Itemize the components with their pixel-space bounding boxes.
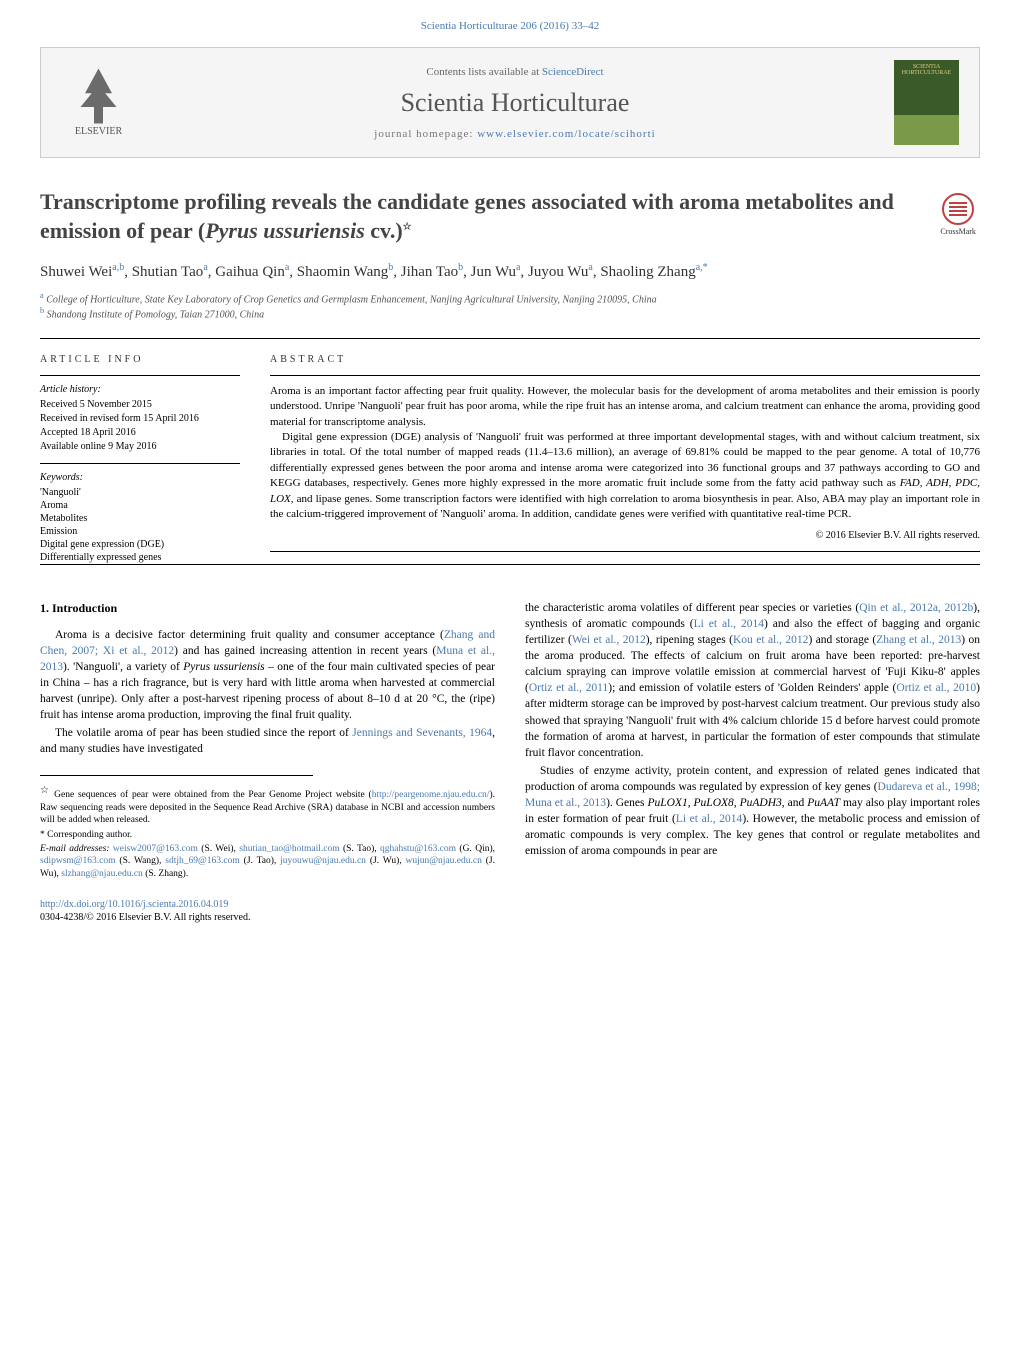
title-row: Transcriptome profiling reveals the cand… xyxy=(40,188,980,249)
history-item: Accepted 18 April 2016 xyxy=(40,426,240,439)
email-link[interactable]: sdtjh_69@163.com xyxy=(165,856,239,866)
divider xyxy=(40,338,980,339)
keyword-item: Digital gene expression (DGE) xyxy=(40,538,240,551)
history-item: Received in revised form 15 April 2016 xyxy=(40,412,240,425)
pear-genome-link[interactable]: http://peargenome.njau.edu.cn/ xyxy=(372,791,490,801)
footnote-corresp: * Corresponding author. xyxy=(40,829,495,841)
keywords-list: 'Nanguoli'AromaMetabolitesEmissionDigita… xyxy=(40,486,240,564)
journal-homepage-link[interactable]: www.elsevier.com/locate/scihorti xyxy=(477,128,656,140)
keyword-item: Aroma xyxy=(40,499,240,512)
intro-p2: The volatile aroma of pear has been stud… xyxy=(40,725,495,757)
journal-name: Scientia Horticulturae xyxy=(136,88,894,118)
info-abstract-row: ARTICLE INFO Article history: Received 5… xyxy=(40,354,980,564)
footnote-divider xyxy=(40,775,313,776)
abstract-text: Aroma is an important factor affecting p… xyxy=(270,384,980,523)
keyword-item: Emission xyxy=(40,525,240,538)
email-link[interactable]: sdipwsm@163.com xyxy=(40,856,116,866)
publisher-name: ELSEVIER xyxy=(75,126,122,137)
citation-link[interactable]: Zhang et al., 2013 xyxy=(876,634,961,646)
article-title: Transcriptome profiling reveals the cand… xyxy=(40,188,936,245)
citation-link[interactable]: Kou et al., 2012 xyxy=(733,634,808,646)
footnote-emails: E-mail addresses: weisw2007@163.com (S. … xyxy=(40,843,495,880)
journal-homepage: journal homepage: www.elsevier.com/locat… xyxy=(136,128,894,140)
crossmark-badge[interactable]: CrossMark xyxy=(936,193,980,236)
doi-link[interactable]: http://dx.doi.org/10.1016/j.scienta.2016… xyxy=(40,899,228,910)
article-info-header: ARTICLE INFO xyxy=(40,354,240,365)
history-header: Article history: xyxy=(40,384,240,395)
history-list: Received 5 November 2015Received in revi… xyxy=(40,398,240,453)
body-col-right: the characteristic aroma volatiles of di… xyxy=(525,600,980,924)
abstract-copyright: © 2016 Elsevier B.V. All rights reserved… xyxy=(270,530,980,541)
citation-link[interactable]: Wei et al., 2012 xyxy=(572,634,646,646)
intro-p1: Aroma is a decisive factor determining f… xyxy=(40,627,495,724)
citation-link[interactable]: Li et al., 2014 xyxy=(694,618,764,630)
journal-citation: Scientia Horticulturae 206 (2016) 33–42 xyxy=(40,20,980,32)
citation-link[interactable]: Li et al., 2014 xyxy=(676,813,742,825)
footnote-gene-note: ☆ Gene sequences of pear were obtained f… xyxy=(40,784,495,826)
contents-center: Contents lists available at ScienceDirec… xyxy=(136,66,894,140)
issn-copyright: 0304-4238/© 2016 Elsevier B.V. All right… xyxy=(40,911,495,924)
email-link[interactable]: slzhang@njau.edu.cn xyxy=(61,869,143,879)
keyword-item: Differentially expressed genes xyxy=(40,551,240,564)
email-link[interactable]: qghahstu@163.com xyxy=(380,844,456,854)
citation-link[interactable]: Ortiz et al., 2010 xyxy=(896,682,976,694)
keywords-header: Keywords: xyxy=(40,472,240,483)
intro-col2-p1: the characteristic aroma volatiles of di… xyxy=(525,600,980,761)
contents-box: ELSEVIER Contents lists available at Sci… xyxy=(40,47,980,158)
publisher-logo: ELSEVIER xyxy=(61,60,136,145)
keyword-item: 'Nanguoli' xyxy=(40,486,240,499)
elsevier-tree-icon xyxy=(76,69,121,124)
citation-link[interactable]: Qin et al., 2012a, 2012b xyxy=(859,602,973,614)
email-link[interactable]: wujun@njau.edu.cn xyxy=(406,856,482,866)
email-link[interactable]: juyouwu@njau.edu.cn xyxy=(280,856,366,866)
citation-link[interactable]: Ortiz et al., 2011 xyxy=(529,682,608,694)
email-link[interactable]: shutian_tao@hotmail.com xyxy=(239,844,339,854)
divider-2 xyxy=(40,564,980,565)
article-info-col: ARTICLE INFO Article history: Received 5… xyxy=(40,354,240,564)
history-item: Received 5 November 2015 xyxy=(40,398,240,411)
authors-list: Shuwei Weia,b, Shutian Taoa, Gaihua Qina… xyxy=(40,261,980,283)
body-col-left: 1. Introduction Aroma is a decisive fact… xyxy=(40,600,495,924)
contents-available-text: Contents lists available at ScienceDirec… xyxy=(136,66,894,78)
history-item: Available online 9 May 2016 xyxy=(40,440,240,453)
doi-block: http://dx.doi.org/10.1016/j.scienta.2016… xyxy=(40,898,495,924)
email-link[interactable]: weisw2007@163.com xyxy=(113,844,198,854)
citation-link[interactable]: Jennings and Sevenants, 1964 xyxy=(352,727,492,739)
journal-cover-icon: SCIENTIA HORTICULTURAE xyxy=(894,60,959,145)
abstract-col: ABSTRACT Aroma is an important factor af… xyxy=(270,354,980,564)
abstract-header: ABSTRACT xyxy=(270,354,980,365)
keyword-item: Metabolites xyxy=(40,512,240,525)
crossmark-icon xyxy=(942,193,974,225)
sciencedirect-link[interactable]: ScienceDirect xyxy=(542,66,604,78)
intro-col2-p2: Studies of enzyme activity, protein cont… xyxy=(525,763,980,860)
affiliations: a College of Horticulture, State Key Lab… xyxy=(40,291,980,320)
intro-heading: 1. Introduction xyxy=(40,600,495,617)
body-columns: 1. Introduction Aroma is a decisive fact… xyxy=(40,600,980,924)
